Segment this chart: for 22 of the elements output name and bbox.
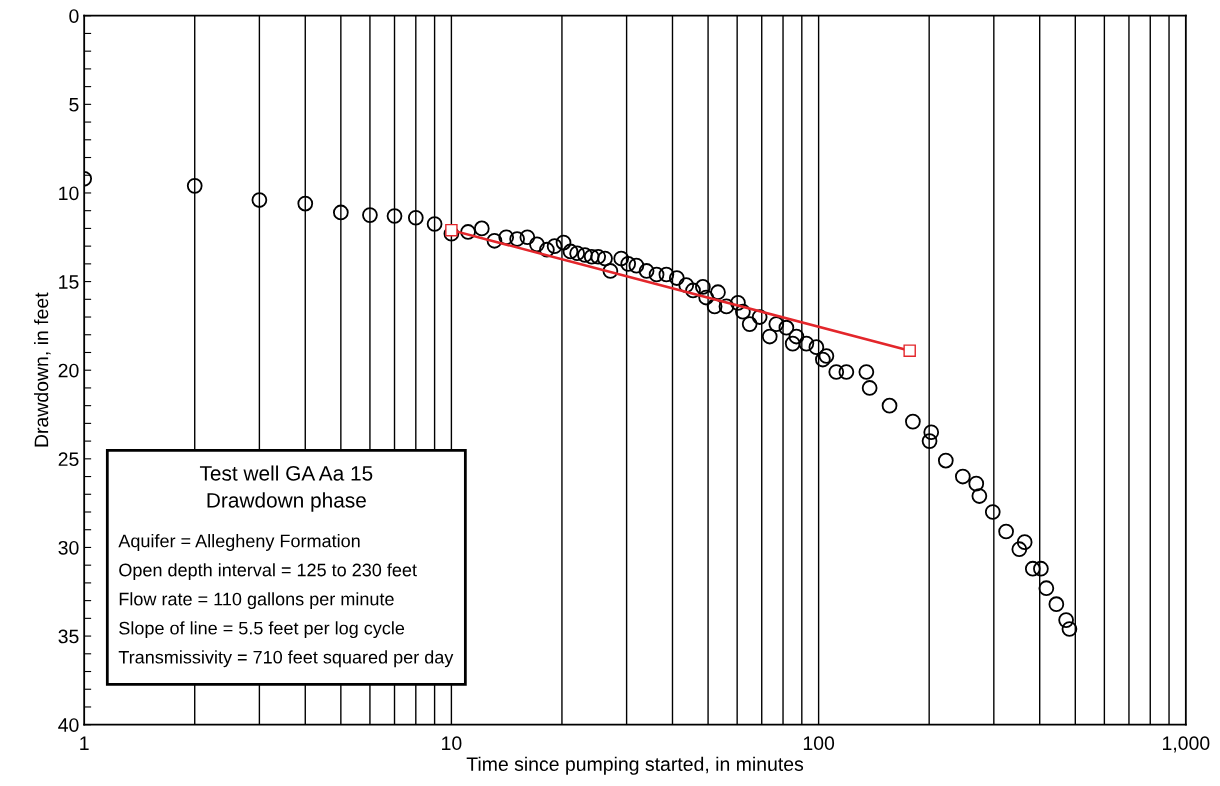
annotation: Aquifer = Allegheny Formation [118, 534, 360, 551]
annotation: Transmissivity = 710 feet squared per day [118, 650, 454, 668]
y-tick-label: 35 [58, 629, 79, 644]
x-tick-label: 1 [80, 736, 89, 750]
annotation: Slope of line = 5.5 feet per log cycle [119, 621, 405, 639]
y-axis-title: Drawdown, in feet [34, 292, 51, 447]
y-tick-label: 0 [69, 9, 79, 23]
y-tick-label: 30 [58, 540, 79, 555]
x-tick-label: 100 [803, 736, 835, 751]
y-tick-label: 5 [69, 98, 79, 112]
y-tick-label: 10 [59, 186, 79, 201]
x-tick-label: 1,000 [1163, 736, 1210, 753]
annotation: Test well GA Aa 15 [199, 465, 373, 481]
x-axis-title: Time since pumping started, in minutes [466, 756, 804, 775]
annotation: Open depth interval = 125 to 230 feet [119, 563, 417, 580]
y-tick-label: 25 [58, 452, 79, 467]
x-tick-label: 10 [442, 736, 462, 751]
annotation: Drawdown phase [207, 492, 366, 512]
annotation: Flow rate = 110 gallons per minute [119, 592, 394, 610]
y-tick-label: 20 [58, 363, 79, 378]
y-tick-label: 40 [58, 718, 79, 732]
y-tick-label: 15 [59, 275, 79, 289]
